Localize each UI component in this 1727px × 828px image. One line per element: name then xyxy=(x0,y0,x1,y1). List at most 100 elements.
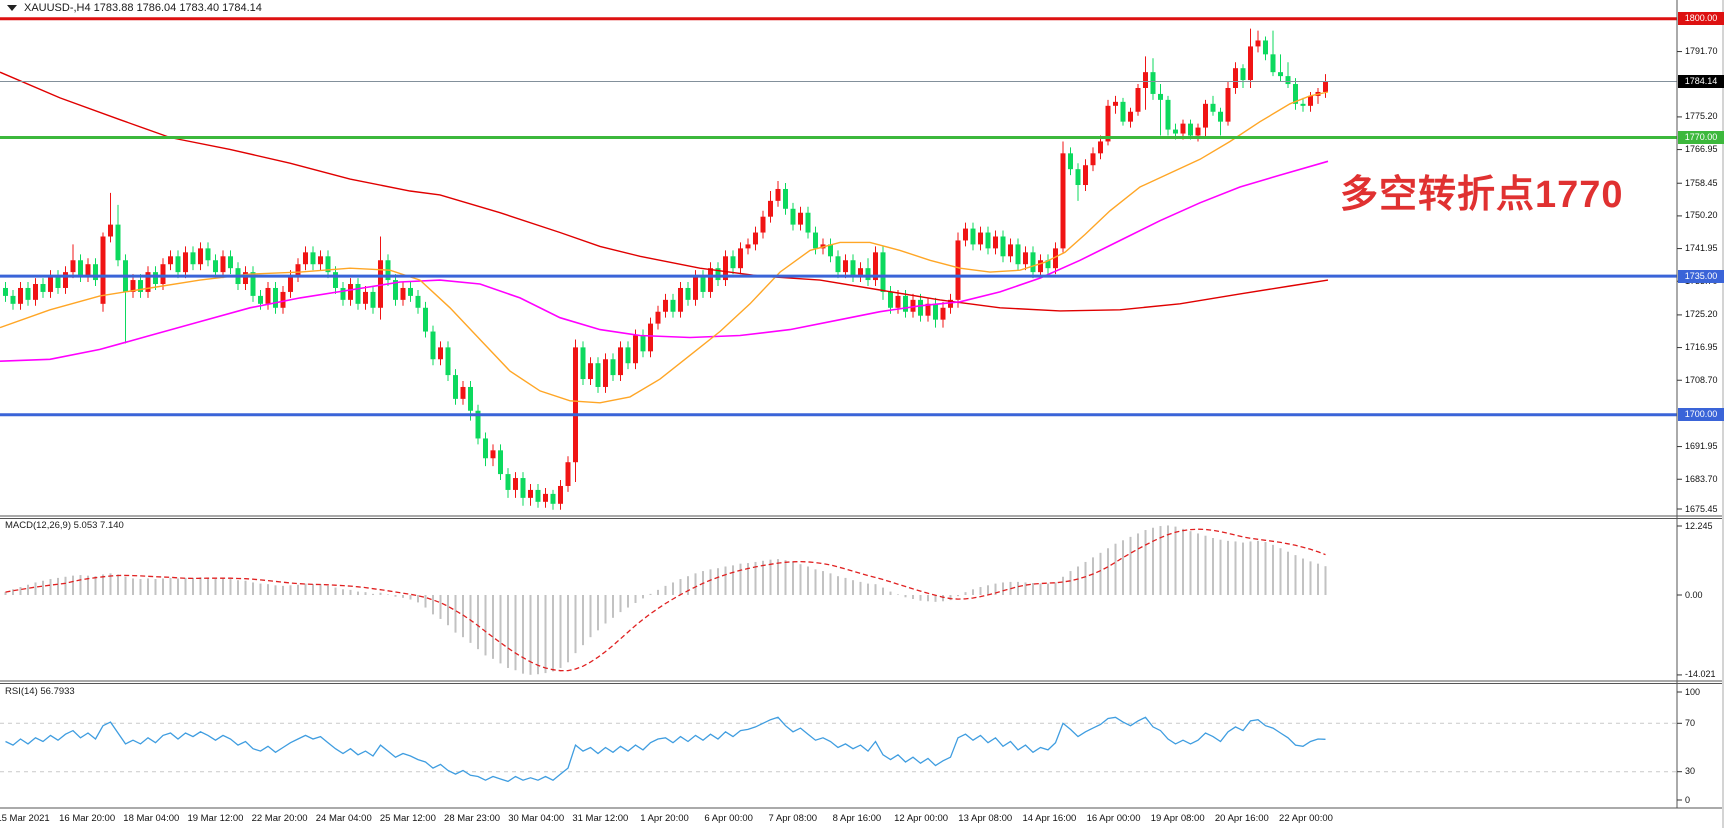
candle-body xyxy=(363,291,368,304)
candle-body xyxy=(115,224,121,261)
symbol-title-bar: XAUUSD-,H4 1783.88 1786.04 1783.40 1784.… xyxy=(7,2,262,14)
candle-body xyxy=(1210,103,1216,112)
candle-body xyxy=(1038,260,1043,273)
candle-body xyxy=(288,276,293,292)
candle-body xyxy=(1068,153,1073,170)
symbol-ohlc-text: XAUUSD-,H4 1783.88 1786.04 1783.40 1784.… xyxy=(24,2,262,14)
candle-body xyxy=(48,276,53,292)
annotation-text: 多空转折点1770 xyxy=(1340,174,1624,216)
macd-indicator-label: MACD(12,26,9) 5.053 7.140 xyxy=(5,520,124,531)
candle-body xyxy=(1113,101,1118,106)
candle-body xyxy=(25,287,31,300)
time-axis-label: 7 Apr 08:00 xyxy=(768,813,818,824)
candle-body xyxy=(1150,72,1156,94)
candle-body xyxy=(175,256,181,273)
candle-body xyxy=(483,438,488,459)
candle-body xyxy=(400,287,406,300)
candle-body xyxy=(595,363,601,387)
rsi-scale-label: 0 xyxy=(1685,794,1691,805)
time-axis-label: 13 Apr 08:00 xyxy=(958,813,1013,824)
candle-body xyxy=(340,287,346,300)
time-axis-label: 16 Mar 20:00 xyxy=(59,813,116,824)
chevron-down-icon[interactable] xyxy=(7,5,17,12)
candle-body xyxy=(10,295,16,304)
candle-body xyxy=(183,252,188,273)
candle-body xyxy=(160,264,166,285)
candle-body xyxy=(1075,169,1081,186)
candle-body xyxy=(918,299,923,316)
candle-body xyxy=(783,188,788,209)
candle-body xyxy=(1008,244,1013,257)
candle-body xyxy=(505,474,511,490)
candle-body xyxy=(528,489,533,498)
candle-body xyxy=(985,232,991,249)
candle-body xyxy=(955,240,961,300)
candle-body xyxy=(805,212,811,233)
candle-body xyxy=(1248,46,1253,81)
candle-body xyxy=(790,208,796,225)
candle-body xyxy=(1090,153,1096,166)
candle-body xyxy=(940,307,946,320)
candle-body xyxy=(430,331,436,360)
candle-body xyxy=(1053,248,1058,269)
candle-body xyxy=(438,347,443,360)
price-tick-label: 1750.20 xyxy=(1685,210,1718,221)
candle-body xyxy=(1023,252,1028,265)
candle-body xyxy=(130,280,136,292)
candle-body xyxy=(588,363,593,380)
price-tick-label: 1683.70 xyxy=(1685,473,1718,484)
candle-body xyxy=(948,299,953,308)
candle-body xyxy=(580,347,586,380)
candle-body xyxy=(1278,72,1283,77)
time-axis-label: 19 Apr 08:00 xyxy=(1150,813,1205,824)
candle-body xyxy=(760,216,766,233)
time-axis-label: 1 Apr 20:00 xyxy=(640,813,689,824)
price-tick-label: 1716.95 xyxy=(1685,342,1718,353)
candle-body xyxy=(625,347,631,364)
candle-body xyxy=(1030,252,1036,273)
candle-body xyxy=(880,252,886,292)
candle-body xyxy=(753,232,758,245)
candle-body xyxy=(295,264,301,277)
candle-body xyxy=(1158,93,1163,100)
candle-body xyxy=(423,307,428,332)
candle-body xyxy=(1285,76,1291,85)
candle-body xyxy=(663,299,668,312)
candle-body xyxy=(100,236,106,304)
candle-body xyxy=(715,268,721,281)
candle-body xyxy=(865,268,871,281)
price-tick-label: 1675.45 xyxy=(1685,503,1718,514)
candle-body xyxy=(1195,127,1201,136)
candle-body xyxy=(355,284,361,304)
candle-body xyxy=(910,299,916,312)
candle-body xyxy=(1098,141,1103,154)
candle-body xyxy=(603,359,608,387)
candle-body xyxy=(1180,123,1186,134)
candle-body xyxy=(198,248,203,265)
candle-body xyxy=(933,303,938,320)
candle-body xyxy=(745,244,751,249)
candle-body xyxy=(640,335,646,352)
candle-body xyxy=(993,236,998,249)
time-axis-label: 28 Mar 23:00 xyxy=(444,813,501,824)
price-badge-1800.00: 1800.00 xyxy=(1678,12,1724,26)
candle-body xyxy=(633,335,638,364)
candle-body xyxy=(498,450,503,475)
candle-body xyxy=(63,272,68,288)
ma-mid-magenta-line xyxy=(0,160,1329,362)
candle-body xyxy=(1000,236,1006,257)
candle-body xyxy=(243,272,248,285)
candle-body xyxy=(280,291,286,308)
candle-body xyxy=(648,323,653,352)
time-axis-label: 31 Mar 12:00 xyxy=(572,813,629,824)
candle-body xyxy=(205,248,211,261)
candle-body xyxy=(460,386,466,399)
candle-body xyxy=(333,272,338,288)
candle-body xyxy=(1165,99,1171,130)
candle-body xyxy=(903,295,908,312)
price-badge-1735.00: 1735.00 xyxy=(1678,269,1724,283)
candle-body xyxy=(490,450,496,459)
candle-body xyxy=(543,493,548,502)
